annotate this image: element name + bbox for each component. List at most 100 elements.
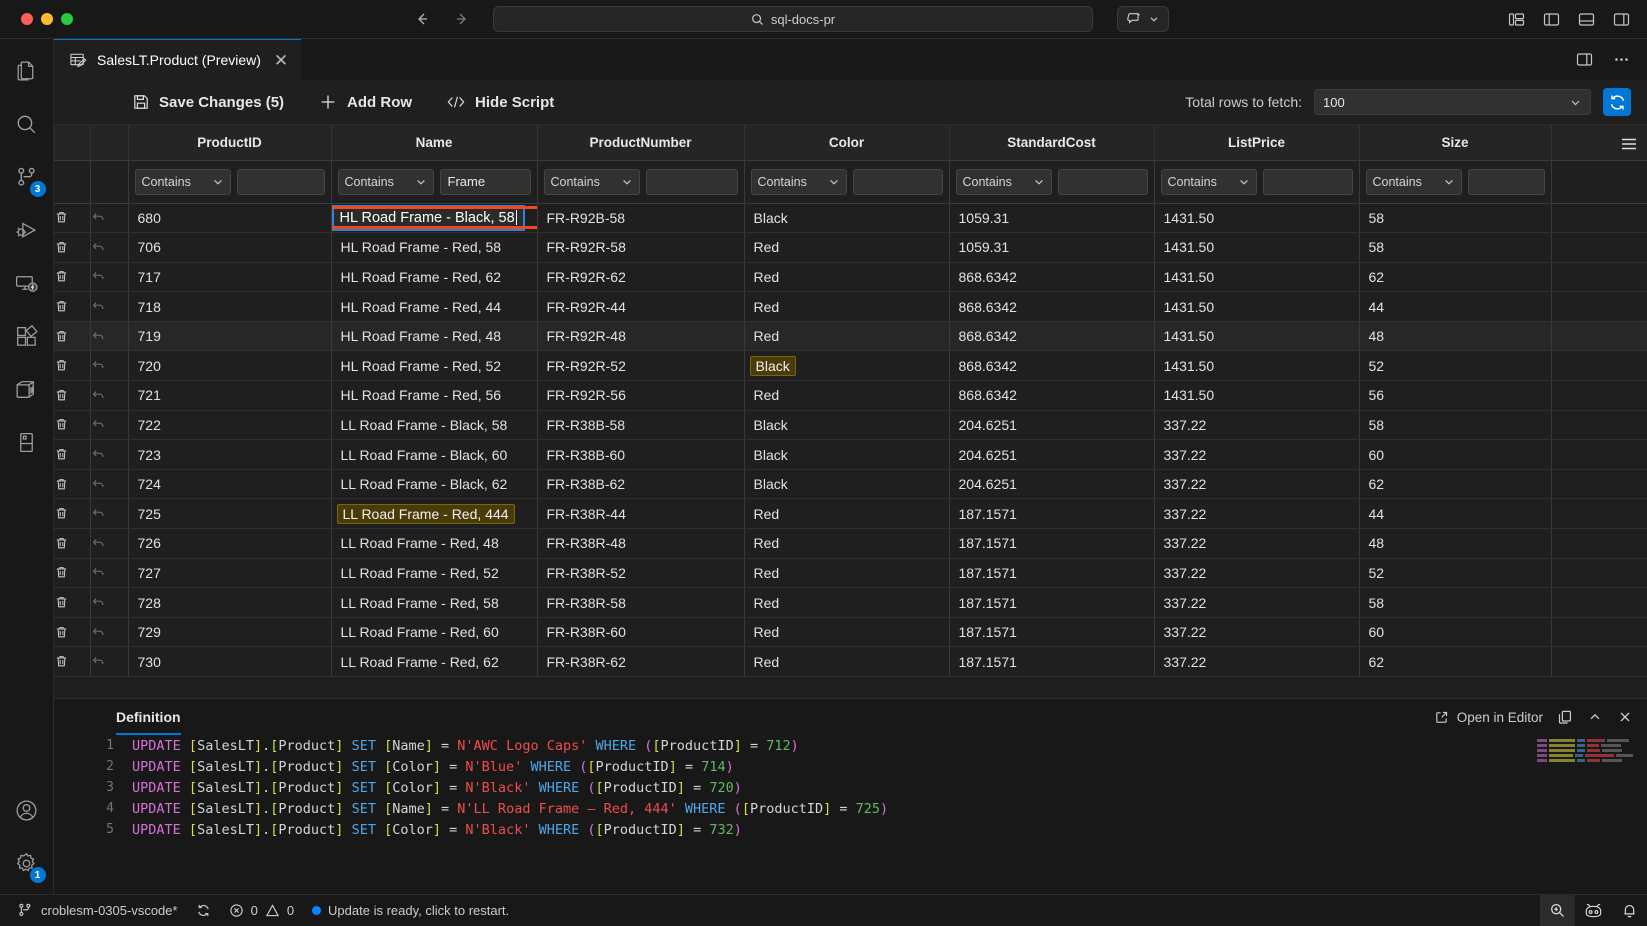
revert-row-button[interactable] — [90, 469, 129, 500]
cell-productid[interactable]: 717 — [128, 262, 332, 293]
filter-operator-name[interactable]: Contains — [337, 168, 434, 195]
cell-productnumber[interactable]: FR-R92R-52 — [537, 350, 745, 382]
cell-color[interactable]: Black — [744, 469, 950, 500]
sidebar-item-server[interactable] — [0, 416, 54, 469]
cell-name[interactable]: HL Road Frame - Red, 58 — [331, 232, 538, 263]
cell-size[interactable]: 62 — [1359, 262, 1552, 293]
cell-name[interactable]: LL Road Frame - Red, 60 — [331, 617, 538, 648]
cell-name[interactable]: LL Road Frame - Red, 48 — [331, 528, 538, 559]
cell-color[interactable]: Red — [744, 587, 950, 618]
copy-icon[interactable] — [1557, 709, 1573, 725]
cell-color[interactable]: Red — [744, 617, 950, 648]
forward-arrow-icon[interactable] — [453, 10, 471, 28]
copilot-chat-button[interactable] — [1117, 6, 1169, 32]
filter-operator-size[interactable]: Contains — [1365, 168, 1462, 195]
cell-color[interactable]: Red — [744, 498, 950, 530]
cell-size[interactable]: 58 — [1359, 587, 1552, 618]
cell-listprice[interactable]: 1431.50 — [1154, 262, 1360, 293]
delete-row-button[interactable] — [54, 587, 91, 618]
cell-productid[interactable]: 728 — [128, 587, 332, 618]
sync-button[interactable] — [187, 895, 220, 926]
definition-panel-title[interactable]: Definition — [116, 709, 181, 735]
cell-listprice[interactable]: 337.22 — [1154, 646, 1360, 677]
cell-listprice[interactable]: 1431.50 — [1154, 232, 1360, 263]
close-icon[interactable]: ✕ — [273, 50, 289, 70]
code-line[interactable]: 4 UPDATE [SalesLT].[Product] SET [Name] =… — [54, 798, 1647, 819]
sidebar-item-extensions[interactable] — [0, 310, 54, 363]
cell-standardcost[interactable]: 187.1571 — [949, 646, 1155, 677]
cell-standardcost[interactable]: 187.1571 — [949, 528, 1155, 559]
filter-input-productnumber[interactable] — [645, 168, 738, 195]
cell-name[interactable]: HL Road Frame - Red, 56 — [331, 380, 538, 411]
code-minimap[interactable] — [1537, 739, 1634, 765]
table-row[interactable]: 725 LL Road Frame - Red, 444 FR-R38R-44 Red… — [54, 498, 1647, 530]
revert-row-button[interactable] — [90, 498, 129, 530]
window-controls[interactable] — [0, 13, 73, 25]
cell-listprice[interactable]: 1431.50 — [1154, 350, 1360, 382]
cell-size[interactable]: 58 — [1359, 410, 1552, 441]
sidebar-item-search[interactable] — [0, 98, 54, 151]
table-row[interactable]: 680 HL Road Frame - Black, 58 FR-R92B-58 Bl… — [54, 203, 1647, 234]
cell-color[interactable]: Black — [744, 410, 950, 441]
refresh-button[interactable] — [1603, 88, 1631, 116]
cell-productid[interactable]: 724 — [128, 469, 332, 500]
command-center-search[interactable]: sql-docs-pr — [493, 6, 1093, 32]
cell-listprice[interactable]: 1431.50 — [1154, 203, 1360, 234]
cell-color[interactable]: Red — [744, 321, 950, 352]
table-row[interactable]: 717 HL Road Frame - Red, 62 FR-R92R-62 Red 8… — [54, 262, 1647, 293]
cell-color[interactable]: Red — [744, 646, 950, 677]
cell-productnumber[interactable]: FR-R92R-58 — [537, 232, 745, 263]
filter-input-color[interactable] — [852, 168, 943, 195]
cell-standardcost[interactable]: 868.6342 — [949, 380, 1155, 411]
cell-size[interactable]: 52 — [1359, 350, 1552, 382]
code-line[interactable]: 5 UPDATE [SalesLT].[Product] SET [Color] … — [54, 819, 1647, 840]
table-row[interactable]: 721 HL Road Frame - Red, 56 FR-R92R-56 Red 8… — [54, 380, 1647, 411]
cell-listprice[interactable]: 337.22 — [1154, 469, 1360, 500]
cell-listprice[interactable]: 337.22 — [1154, 528, 1360, 559]
hide-script-button[interactable]: Hide Script — [446, 93, 554, 111]
table-row[interactable]: 718 HL Road Frame - Red, 44 FR-R92R-44 Red 8… — [54, 291, 1647, 322]
cell-standardcost[interactable]: 187.1571 — [949, 587, 1155, 618]
chevron-down-icon[interactable] — [1148, 13, 1160, 25]
notifications-button[interactable] — [1612, 895, 1647, 926]
cell-productnumber[interactable]: FR-R38R-48 — [537, 528, 745, 559]
revert-row-button[interactable] — [90, 617, 129, 648]
filter-operator-listprice[interactable]: Contains — [1160, 168, 1257, 195]
cell-productnumber[interactable]: FR-R92R-48 — [537, 321, 745, 352]
cell-size[interactable]: 60 — [1359, 617, 1552, 648]
filter-input-standardcost[interactable] — [1057, 168, 1148, 195]
minimize-window-button[interactable] — [41, 13, 53, 25]
cell-standardcost[interactable]: 868.6342 — [949, 262, 1155, 293]
close-icon[interactable] — [1617, 709, 1633, 725]
delete-row-button[interactable] — [54, 498, 91, 530]
cell-standardcost[interactable]: 187.1571 — [949, 617, 1155, 648]
cell-editor[interactable]: HL Road Frame - Black, 58 — [331, 205, 536, 232]
cell-size[interactable]: 60 — [1359, 439, 1552, 470]
cell-productnumber[interactable]: FR-R92R-44 — [537, 291, 745, 322]
revert-row-button[interactable] — [90, 558, 129, 589]
sidebar-item-explorer[interactable] — [0, 45, 54, 98]
table-row[interactable]: 720 HL Road Frame - Red, 52 FR-R92R-52 Blac… — [54, 350, 1647, 382]
delete-row-button[interactable] — [54, 439, 91, 470]
data-grid[interactable]: ProductID Name ProductNumber Color Stand… — [54, 125, 1647, 698]
delete-row-button[interactable] — [54, 203, 91, 234]
cell-color[interactable]: Red — [744, 291, 950, 322]
filter-input-size[interactable] — [1467, 168, 1545, 195]
column-header-productnumber[interactable]: ProductNumber — [537, 125, 745, 161]
table-row[interactable]: 730 LL Road Frame - Red, 62 FR-R38R-62 Red 1… — [54, 646, 1647, 677]
sidebar-item-run-and-debug[interactable] — [0, 204, 54, 257]
cell-productnumber[interactable]: FR-R38B-60 — [537, 439, 745, 470]
revert-row-button[interactable] — [90, 528, 129, 559]
delete-row-button[interactable] — [54, 646, 91, 677]
cell-color[interactable]: Red — [744, 528, 950, 559]
cell-productid[interactable]: 718 — [128, 291, 332, 322]
table-row[interactable]: 722 LL Road Frame - Black, 58 FR-R38B-58 Bl… — [54, 410, 1647, 441]
cell-name[interactable]: HL Road Frame - Black, 58 — [331, 203, 538, 234]
revert-row-button[interactable] — [90, 262, 129, 293]
cell-listprice[interactable]: 337.22 — [1154, 439, 1360, 470]
cell-listprice[interactable]: 1431.50 — [1154, 380, 1360, 411]
definition-script[interactable]: 1 UPDATE [SalesLT].[Product] SET [Name] =… — [54, 735, 1647, 894]
tab-saleslt-product-preview[interactable]: SalesLT.Product (Preview) ✕ — [54, 39, 302, 80]
cell-productid[interactable]: 729 — [128, 617, 332, 648]
column-header-size[interactable]: Size — [1359, 125, 1552, 161]
